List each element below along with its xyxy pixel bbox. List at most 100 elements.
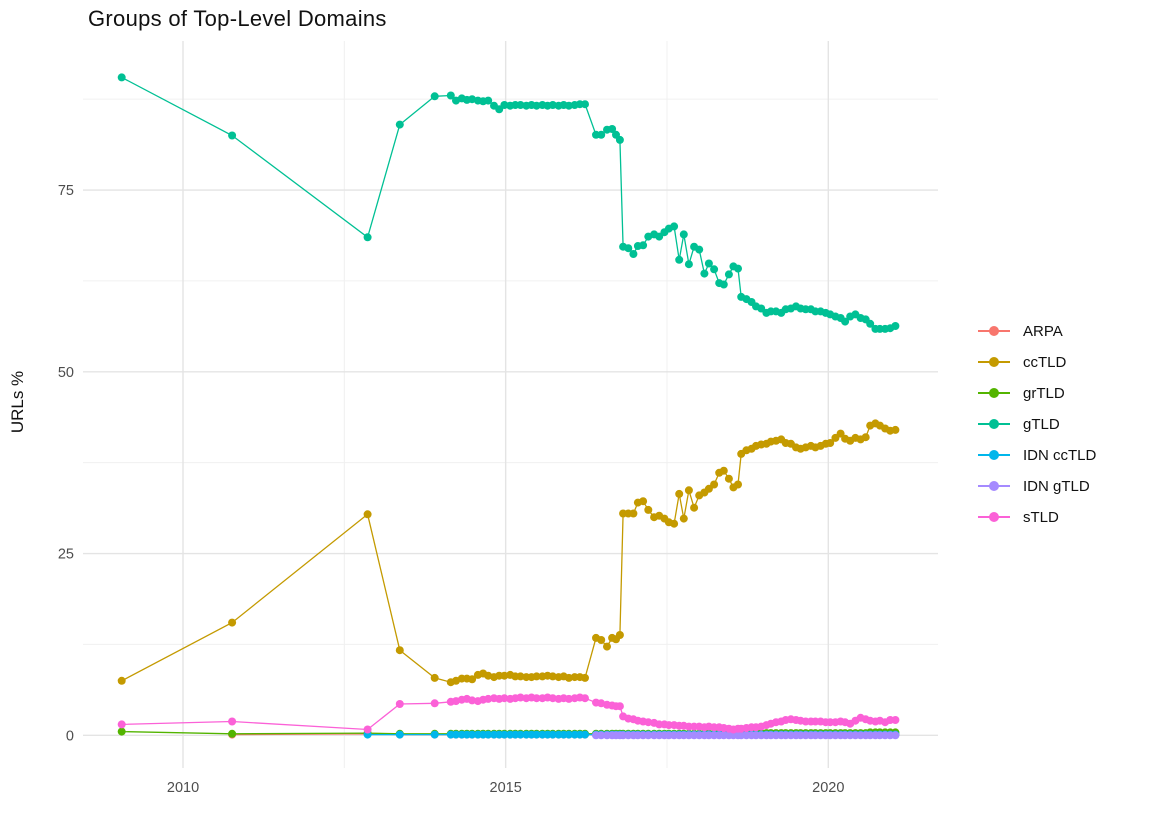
data-point [228, 717, 237, 726]
series-IDN-gTLD [592, 731, 900, 740]
data-point [684, 260, 693, 269]
legend-item-label: IDN ccTLD [1023, 446, 1097, 464]
data-point [690, 503, 699, 512]
data-point [430, 673, 439, 682]
data-point [395, 730, 404, 739]
data-point [581, 673, 589, 682]
data-point [603, 642, 611, 651]
data-point [841, 317, 850, 326]
data-point [117, 727, 126, 736]
legend-item-sTLD: sTLD [977, 506, 1096, 528]
data-point [891, 731, 900, 740]
data-point [670, 519, 679, 528]
data-point [724, 270, 733, 279]
data-point [675, 489, 684, 498]
data-point [670, 222, 679, 231]
data-point [710, 265, 719, 274]
data-point [581, 694, 589, 703]
data-point [719, 280, 728, 289]
legend-item-label: ARPA [1023, 322, 1063, 340]
data-point [675, 255, 684, 264]
data-point [228, 729, 237, 738]
data-point [564, 101, 573, 110]
data-point [624, 244, 633, 253]
data-point [395, 700, 404, 708]
data-point [734, 264, 742, 273]
legend-item-label: gTLD [1023, 415, 1060, 433]
series-sTLD [117, 693, 900, 734]
data-point [655, 232, 664, 241]
data-point [679, 514, 688, 523]
legend-key-icon [978, 388, 1010, 398]
legend-item-label: sTLD [1023, 508, 1059, 526]
data-point [468, 696, 477, 705]
legend-key-dot [989, 326, 999, 336]
data-point [866, 319, 875, 328]
x-tick-label: 2015 [490, 780, 522, 796]
data-point [826, 439, 835, 447]
data-point [117, 73, 126, 82]
data-point [532, 694, 541, 703]
data-point [615, 702, 624, 711]
x-tick-label: 2020 [812, 780, 844, 796]
data-point [516, 693, 525, 702]
y-tick-label: 50 [58, 365, 74, 381]
data-point [532, 101, 541, 110]
data-point [363, 725, 372, 734]
legend-item-label: grTLD [1023, 384, 1065, 402]
data-point [695, 245, 704, 254]
data-point [363, 233, 372, 242]
series-gTLD [117, 73, 900, 333]
data-point [581, 100, 589, 109]
data-point [484, 730, 493, 739]
legend-item-label: ccTLD [1023, 353, 1067, 371]
data-point [548, 101, 557, 109]
data-point [629, 250, 638, 258]
y-tick-label: 75 [58, 183, 74, 199]
legend-item-IDN-ccTLD: IDN ccTLD [977, 444, 1096, 466]
data-point [446, 91, 455, 100]
data-point [704, 259, 713, 268]
data-point [891, 425, 900, 434]
legend-key-dot [989, 481, 999, 491]
legend-key-dot [989, 357, 999, 367]
legend-key-icon [978, 481, 1010, 491]
data-point [644, 505, 653, 514]
data-point [891, 322, 900, 330]
x-tick-label: 2010 [167, 780, 199, 796]
data-point [564, 730, 573, 739]
data-point [430, 92, 439, 101]
legend-key-dot [989, 512, 999, 522]
data-point [757, 304, 766, 313]
y-tick-label: 0 [66, 728, 74, 744]
legend-key-icon [978, 357, 1010, 367]
data-point [639, 497, 648, 506]
data-point [597, 636, 606, 644]
data-point [615, 135, 624, 144]
legend-item-ARPA: ARPA [977, 320, 1096, 342]
data-point [532, 672, 541, 681]
data-point [500, 730, 509, 739]
legend-item-ccTLD: ccTLD [977, 351, 1096, 373]
legend-key-icon [978, 326, 1010, 336]
data-point [117, 720, 126, 729]
legend-item-gTLD: gTLD [977, 413, 1096, 435]
data-point [734, 480, 742, 489]
data-point [597, 731, 606, 740]
data-point [700, 269, 709, 278]
data-point [861, 433, 870, 442]
data-point [684, 486, 693, 495]
data-point [719, 466, 728, 475]
data-point [564, 694, 573, 703]
legend: ARPA ccTLD grTLD gTLD IDN ccTLD IDN gTLD sTLD [977, 320, 1096, 537]
data-point [597, 130, 606, 139]
data-point [363, 510, 372, 519]
data-point [548, 672, 557, 681]
data-point [548, 694, 557, 703]
series-ccTLD [117, 419, 900, 687]
legend-item-label: IDN gTLD [1023, 477, 1090, 495]
data-point [228, 131, 237, 140]
y-tick-label: 25 [58, 547, 74, 563]
data-point [395, 120, 404, 129]
